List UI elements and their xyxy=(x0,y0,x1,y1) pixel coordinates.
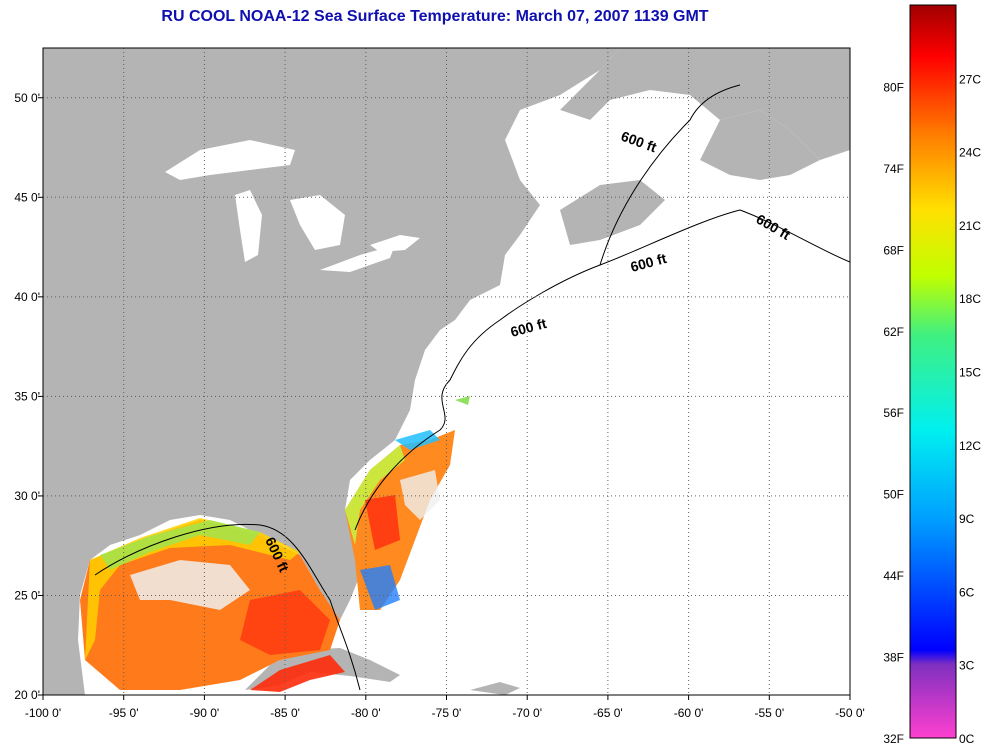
lon-tick-label: -85 0' xyxy=(270,706,300,720)
map-title: RU COOL NOAA-12 Sea Surface Temperature:… xyxy=(161,8,709,25)
colorbar-f-label: 74F xyxy=(883,162,904,176)
colorbar-c-label: 24C xyxy=(959,146,981,160)
lon-tick-label: -95 0' xyxy=(109,706,139,720)
colorbar-f-label: 68F xyxy=(883,243,904,257)
depth-contour-600ft xyxy=(94,84,850,691)
lon-tick-label: -50 0' xyxy=(835,706,865,720)
colorbar-c-label: 6C xyxy=(959,585,975,599)
hispaniola-land xyxy=(470,682,520,695)
colorbar-gradient xyxy=(909,4,957,739)
colorbar-f-label: 62F xyxy=(883,325,904,339)
lon-tick-label: -90 0' xyxy=(190,706,220,720)
latitude-axis: 20 0' 25 0' 30 0' 35 0' 40 0' 45 0' 50 0' xyxy=(14,91,43,702)
colorbar-c-label: 15C xyxy=(959,366,981,380)
graticule xyxy=(43,48,850,695)
lon-tick-label: -65 0' xyxy=(593,706,623,720)
lon-tick-label: -75 0' xyxy=(432,706,462,720)
lake-superior xyxy=(165,140,295,180)
lon-tick-label: -70 0' xyxy=(512,706,542,720)
colorbar-c-label: 12C xyxy=(959,439,981,453)
longitude-axis: -100 0' -95 0' -90 0' -85 0' -80 0' -75 0' -70… xyxy=(25,695,865,720)
lon-tick-label: -80 0' xyxy=(351,706,381,720)
colorbar-f-label: 50F xyxy=(883,488,904,502)
colorbar-f-label: 80F xyxy=(883,80,904,94)
lat-tick-label: 45 0' xyxy=(14,190,40,204)
quebec-labrador-land xyxy=(560,48,850,160)
lat-tick-label: 25 0' xyxy=(14,588,40,602)
colorbar-c-label: 0C xyxy=(959,732,975,746)
lat-tick-label: 20 0' xyxy=(14,688,40,702)
lat-tick-label: 50 0' xyxy=(14,91,40,105)
lat-tick-label: 30 0' xyxy=(14,489,40,503)
colorbar-f-label: 38F xyxy=(883,651,904,665)
colorbar-f-label: 44F xyxy=(883,569,904,583)
colorbar-c-label: 9C xyxy=(959,512,975,526)
colorbar-fahrenheit-labels: 32F 38F 44F 50F 56F 62F 68F 74F 80F xyxy=(883,80,904,746)
colorbar-c-label: 21C xyxy=(959,219,981,233)
lat-tick-label: 40 0' xyxy=(14,290,40,304)
sst-data-layer xyxy=(80,396,470,692)
lake-huron xyxy=(290,195,345,250)
lat-tick-label: 35 0' xyxy=(14,389,40,403)
lake-erie xyxy=(320,245,395,272)
north-america-land xyxy=(43,48,620,695)
map-panel xyxy=(43,48,850,695)
colorbar-c-label: 18C xyxy=(959,292,981,306)
colorbar: 32F 38F 44F 50F 56F 62F 68F 74F 80F 0C 3C 6C 9C 12C 1… xyxy=(883,4,981,746)
gulf-st-lawrence xyxy=(560,110,690,185)
colorbar-f-label: 56F xyxy=(883,406,904,420)
colorbar-c-label: 27C xyxy=(959,72,981,86)
nova-scotia-land xyxy=(560,180,665,245)
lake-michigan xyxy=(235,190,262,262)
lake-ontario xyxy=(370,235,420,252)
colorbar-c-label: 3C xyxy=(959,659,975,673)
colorbar-celsius-labels: 0C 3C 6C 9C 12C 15C 18C 21C 24C 27C xyxy=(959,72,981,746)
colorbar-f-label: 32F xyxy=(883,732,904,746)
lon-tick-label: -55 0' xyxy=(754,706,784,720)
lon-tick-label: -60 0' xyxy=(674,706,704,720)
newfoundland-land xyxy=(700,110,820,180)
lon-tick-label: -100 0' xyxy=(25,706,61,720)
